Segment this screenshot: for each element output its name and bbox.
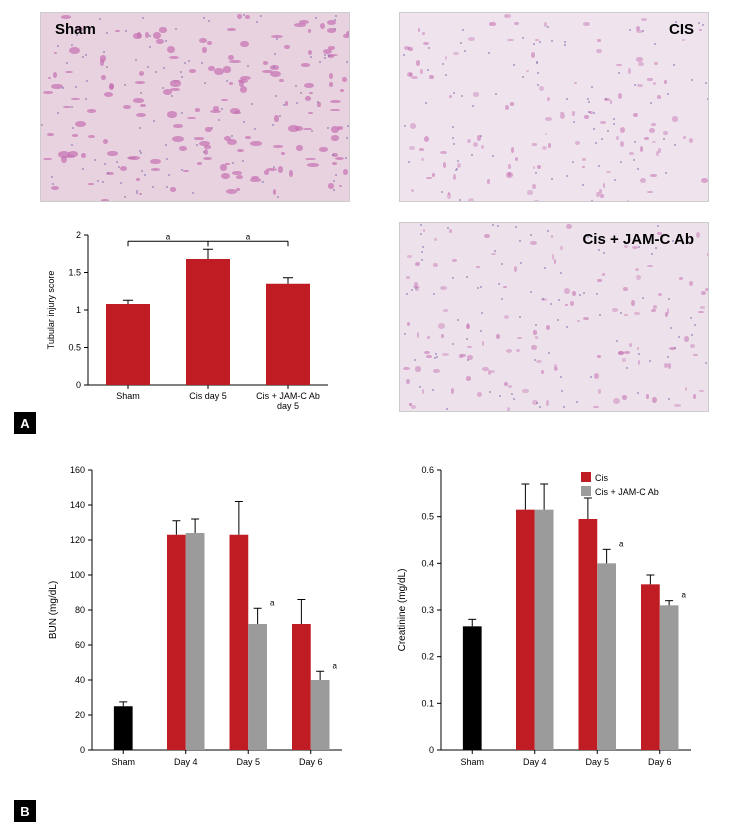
svg-text:Cis + JAM-C Ab: Cis + JAM-C Ab bbox=[256, 391, 320, 401]
svg-text:Creatinine (mg/dL): Creatinine (mg/dL) bbox=[397, 569, 408, 652]
svg-text:Sham: Sham bbox=[116, 391, 140, 401]
histology-cis-label: CIS bbox=[669, 21, 694, 38]
svg-text:0.6: 0.6 bbox=[421, 465, 434, 475]
svg-text:0.5: 0.5 bbox=[68, 343, 81, 353]
svg-text:day 5: day 5 bbox=[277, 401, 299, 411]
svg-text:Tubular injury score: Tubular injury score bbox=[46, 271, 56, 350]
figure-root: Sham CIS Cis + JAM-C Ab 0 0.5 1 1.5 2 Tubular… bbox=[0, 0, 737, 830]
svg-text:0: 0 bbox=[76, 380, 81, 390]
svg-text:a: a bbox=[246, 232, 251, 241]
svg-text:0.3: 0.3 bbox=[421, 605, 434, 615]
histology-sham-label: Sham bbox=[55, 21, 96, 38]
svg-text:Day 6: Day 6 bbox=[648, 757, 672, 767]
chart-tubular-injury: 0 0.5 1 1.5 2 Tubular injury score Sham Cis day… bbox=[40, 227, 340, 417]
histology-jamc-label: Cis + JAM-C Ab bbox=[582, 231, 694, 248]
panel-b: 0 20 40 60 80 100 120 140 160 BUN (mg/dL) Sham Day … bbox=[40, 460, 709, 800]
svg-text:0.1: 0.1 bbox=[421, 698, 434, 708]
svg-text:Cis + JAM-C Ab: Cis + JAM-C Ab bbox=[595, 487, 659, 497]
chart-bun: 0 20 40 60 80 100 120 140 160 BUN (mg/dL) Sham Day … bbox=[40, 460, 360, 795]
svg-text:Day 4: Day 4 bbox=[523, 757, 547, 767]
svg-text:Day 5: Day 5 bbox=[585, 757, 609, 767]
panel-a: Sham CIS Cis + JAM-C Ab 0 0.5 1 1.5 2 Tubular… bbox=[40, 12, 709, 432]
svg-text:100: 100 bbox=[70, 570, 85, 580]
svg-text:40: 40 bbox=[75, 675, 85, 685]
panel-a-badge: A bbox=[14, 412, 36, 434]
svg-text:80: 80 bbox=[75, 605, 85, 615]
svg-text:Day 4: Day 4 bbox=[174, 757, 198, 767]
svg-text:0.2: 0.2 bbox=[421, 652, 434, 662]
svg-text:0.4: 0.4 bbox=[421, 558, 434, 568]
histology-cis-bg bbox=[400, 13, 708, 201]
histology-jamc-bg bbox=[400, 223, 708, 411]
svg-text:a: a bbox=[619, 539, 624, 548]
svg-text:140: 140 bbox=[70, 500, 85, 510]
svg-text:a: a bbox=[166, 232, 171, 241]
svg-text:1.5: 1.5 bbox=[68, 268, 81, 278]
svg-text:0: 0 bbox=[80, 745, 85, 755]
svg-text:a: a bbox=[270, 598, 275, 607]
svg-text:0: 0 bbox=[429, 745, 434, 755]
panel-b-badge: B bbox=[14, 800, 36, 822]
svg-text:1: 1 bbox=[76, 305, 81, 315]
chart-creatinine: 0 0.1 0.2 0.3 0.4 0.5 0.6 Creatinine (mg/dL) Sha… bbox=[389, 460, 709, 795]
svg-text:160: 160 bbox=[70, 465, 85, 475]
svg-text:20: 20 bbox=[75, 710, 85, 720]
svg-text:Day 6: Day 6 bbox=[299, 757, 323, 767]
histology-sham: Sham bbox=[40, 12, 350, 202]
histology-cis: CIS bbox=[399, 12, 709, 202]
svg-text:Sham: Sham bbox=[111, 757, 135, 767]
histology-sham-bg bbox=[41, 13, 349, 201]
svg-text:a: a bbox=[333, 661, 338, 670]
svg-text:Day 5: Day 5 bbox=[236, 757, 260, 767]
svg-text:120: 120 bbox=[70, 535, 85, 545]
svg-text:Cis day 5: Cis day 5 bbox=[189, 391, 227, 401]
svg-text:2: 2 bbox=[76, 230, 81, 240]
histology-jamc: Cis + JAM-C Ab bbox=[399, 222, 709, 412]
svg-text:0.5: 0.5 bbox=[421, 512, 434, 522]
svg-text:60: 60 bbox=[75, 640, 85, 650]
svg-text:BUN (mg/dL): BUN (mg/dL) bbox=[48, 581, 59, 639]
svg-text:a: a bbox=[682, 591, 687, 600]
svg-text:Sham: Sham bbox=[460, 757, 484, 767]
svg-text:Cis: Cis bbox=[595, 473, 608, 483]
